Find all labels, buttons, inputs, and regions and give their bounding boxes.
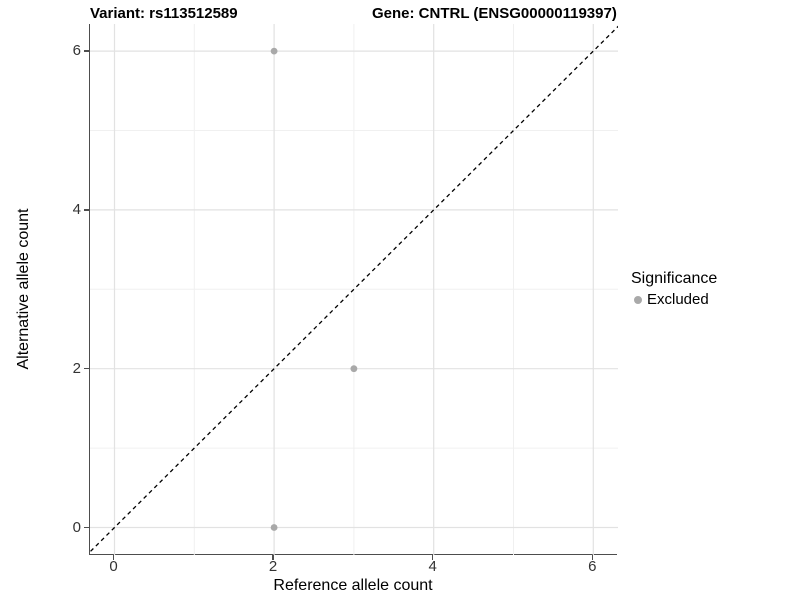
x-axis-title: Reference allele count (273, 577, 433, 594)
plot-title-variant: Variant: rs113512589 (90, 5, 238, 22)
x-tick-label: 4 (428, 558, 437, 575)
legend-item-label: Excluded (647, 291, 709, 308)
y-tick-mark (84, 367, 89, 370)
x-tick-label: 0 (109, 558, 118, 575)
plot-panel (89, 24, 618, 555)
y-tick-label: 2 (72, 359, 81, 377)
y-axis-title: Alternative allele count (15, 208, 32, 370)
x-tick-label: 6 (588, 558, 597, 575)
data-point (270, 524, 278, 531)
y-tick-label: 4 (72, 200, 81, 218)
y-tick-label: 0 (72, 518, 81, 536)
x-tick-mark (272, 555, 274, 560)
legend-title: Significance (631, 270, 718, 287)
legend-item-excluded: Excluded (631, 291, 717, 308)
data-point (270, 47, 278, 55)
y-tick-mark (84, 526, 89, 529)
plot-area-svg (90, 24, 618, 555)
y-tick-label: 6 (72, 42, 81, 60)
x-tick-mark (112, 555, 115, 560)
y-tick-mark (84, 50, 89, 52)
plot-title-gene: Gene: CNTRL (ENSG00000119397) (372, 5, 617, 22)
legend-point-icon (634, 295, 642, 304)
data-point (350, 365, 358, 373)
y-tick-mark (84, 209, 89, 211)
x-tick-label: 2 (268, 558, 278, 575)
legend: Significance Excluded (631, 270, 717, 308)
x-tick-mark (431, 555, 434, 560)
x-tick-mark (591, 555, 594, 560)
